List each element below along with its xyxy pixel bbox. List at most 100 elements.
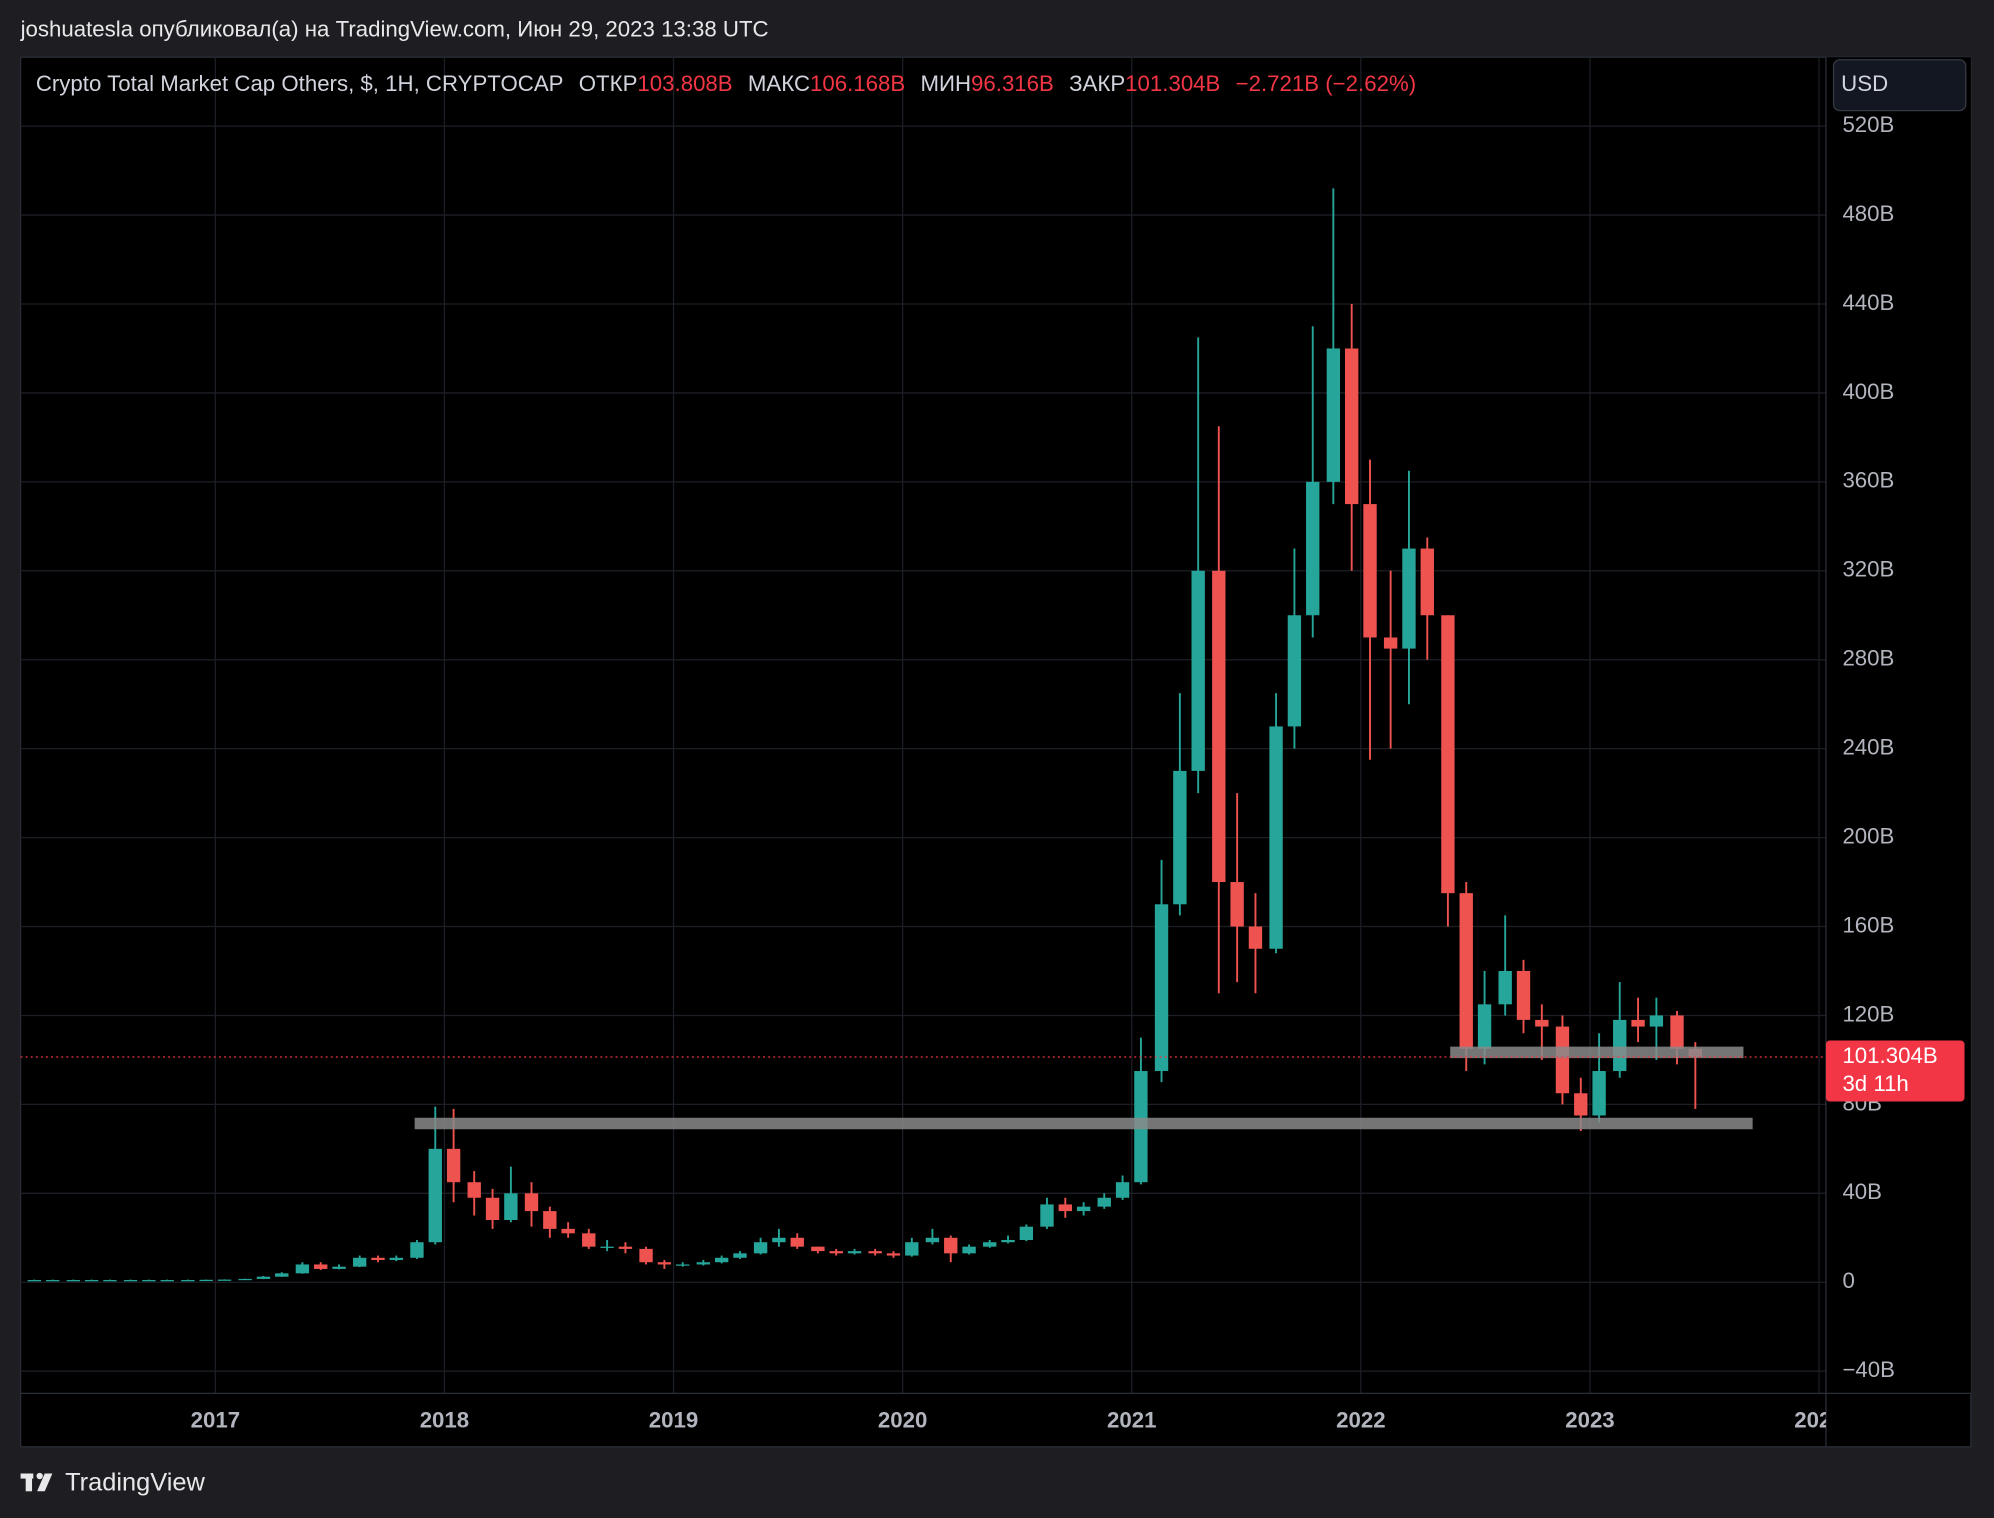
currency: USD — [1841, 71, 1888, 96]
y-tick-label: 400B — [1842, 379, 1894, 404]
x-tick-label: 2021 — [1107, 1407, 1156, 1432]
candle-body — [1383, 637, 1398, 649]
logo-stem — [25, 1473, 33, 1492]
candle-body — [123, 1280, 138, 1282]
candle-body — [1076, 1206, 1091, 1212]
candle-body — [1115, 1182, 1130, 1198]
currency-button[interactable] — [1832, 59, 1967, 112]
x-tick-label: 2023 — [1565, 1407, 1614, 1432]
y-tick-label: 320B — [1842, 557, 1894, 582]
candle-body — [467, 1182, 481, 1198]
countdown: 3d 11h — [1842, 1071, 1908, 1096]
candle-body — [983, 1242, 997, 1247]
low-label: МИН — [920, 71, 971, 96]
close-label: ЗАКР — [1069, 71, 1125, 96]
candle-body — [1040, 1204, 1054, 1227]
candle-body — [446, 1148, 461, 1183]
candle-body — [944, 1237, 958, 1254]
candle-body — [1287, 615, 1302, 727]
candle-body — [1097, 1197, 1111, 1207]
last-price-label: 101.304B — [1842, 1043, 1937, 1068]
candle-body — [1535, 1019, 1549, 1027]
candle-body — [1269, 726, 1283, 949]
candle-body — [142, 1280, 156, 1282]
candle-body — [733, 1253, 747, 1258]
candle-body — [1459, 893, 1473, 1049]
high-label: МАКС — [748, 71, 810, 96]
candle-body — [1420, 548, 1434, 616]
candle-body — [925, 1237, 940, 1243]
candle-body — [639, 1248, 653, 1263]
brand-logo — [20, 1472, 53, 1492]
candle-body — [618, 1246, 633, 1249]
candle-body — [1191, 570, 1205, 771]
candle-body — [295, 1264, 310, 1274]
candle-body — [352, 1257, 367, 1267]
logo-dot — [36, 1472, 43, 1480]
candle-body — [217, 1279, 232, 1281]
candle-body — [314, 1264, 328, 1269]
open-value: 103.808B — [637, 71, 732, 96]
candle-body — [1363, 504, 1377, 638]
candle-body — [410, 1242, 424, 1258]
y-tick-label: 120B — [1842, 1001, 1894, 1026]
candle-body — [27, 1280, 42, 1282]
candle-body — [371, 1257, 385, 1261]
close-value: 101.304B — [1125, 71, 1220, 96]
logo-slant — [37, 1473, 53, 1492]
y-tick-label: 280B — [1842, 646, 1894, 671]
legend-line: Crypto Total Market Cap Others, $, 1H, C… — [36, 71, 1416, 96]
candle-body — [1477, 1004, 1492, 1049]
candle-body — [582, 1233, 596, 1247]
candle-body — [1326, 348, 1341, 482]
y-tick-label: −40B — [1842, 1357, 1895, 1382]
price-scale — [1825, 57, 1971, 1394]
candle-body — [332, 1266, 346, 1269]
candle-body — [962, 1246, 976, 1254]
candle-body — [1516, 970, 1531, 1020]
candle-body — [66, 1280, 80, 1282]
candle-body — [1555, 1026, 1570, 1094]
attribution: joshuatesla опубликовал(а) на TradingVie… — [20, 16, 769, 41]
y-tick-label: 440B — [1842, 290, 1894, 315]
change: −2.721B (−2.62%) — [1236, 71, 1416, 96]
candle-body — [829, 1251, 843, 1254]
candle-body — [696, 1262, 711, 1265]
low-value: 96.316B — [971, 71, 1054, 96]
candle-body — [1173, 770, 1187, 905]
open-label: ОТКР — [579, 71, 638, 96]
candle-body — [790, 1237, 804, 1247]
candle-body — [811, 1246, 825, 1252]
candle-body — [1306, 481, 1320, 616]
brand: TradingView — [65, 1468, 205, 1496]
candle-body — [1498, 970, 1512, 1005]
candle-body — [714, 1257, 729, 1263]
candle-body — [600, 1246, 614, 1248]
x-tick-label: 2024 — [1794, 1407, 1844, 1432]
candle-body — [1058, 1204, 1072, 1212]
candle-body — [1613, 1019, 1627, 1072]
candle-body — [199, 1279, 213, 1282]
candle-body — [1649, 1015, 1664, 1027]
candle-body — [45, 1280, 60, 1282]
axes: −40B040B80B120B160B200B240B280B320B360B4… — [191, 112, 1965, 1432]
candle-body — [1019, 1226, 1034, 1241]
candle-body — [84, 1280, 99, 1282]
y-tick-label: 360B — [1842, 468, 1894, 493]
candle-body — [753, 1242, 768, 1254]
x-axis: 2017 2018 2019 2020 2021 2022 2023 2024 — [191, 1407, 1844, 1432]
candle-body — [103, 1280, 117, 1282]
y-tick-label: 480B — [1842, 201, 1894, 226]
candle-body — [389, 1257, 404, 1261]
candle-body — [504, 1193, 518, 1220]
candle-body — [181, 1280, 195, 1282]
candle-body — [256, 1276, 271, 1279]
candle-body — [1212, 570, 1226, 883]
symbol: Crypto Total Market Cap Others, $, 1H, C… — [36, 71, 564, 96]
candle-body — [868, 1251, 882, 1254]
candle-body — [772, 1237, 786, 1243]
candle-body — [1001, 1240, 1015, 1243]
y-tick-label: 40B — [1842, 1179, 1882, 1204]
